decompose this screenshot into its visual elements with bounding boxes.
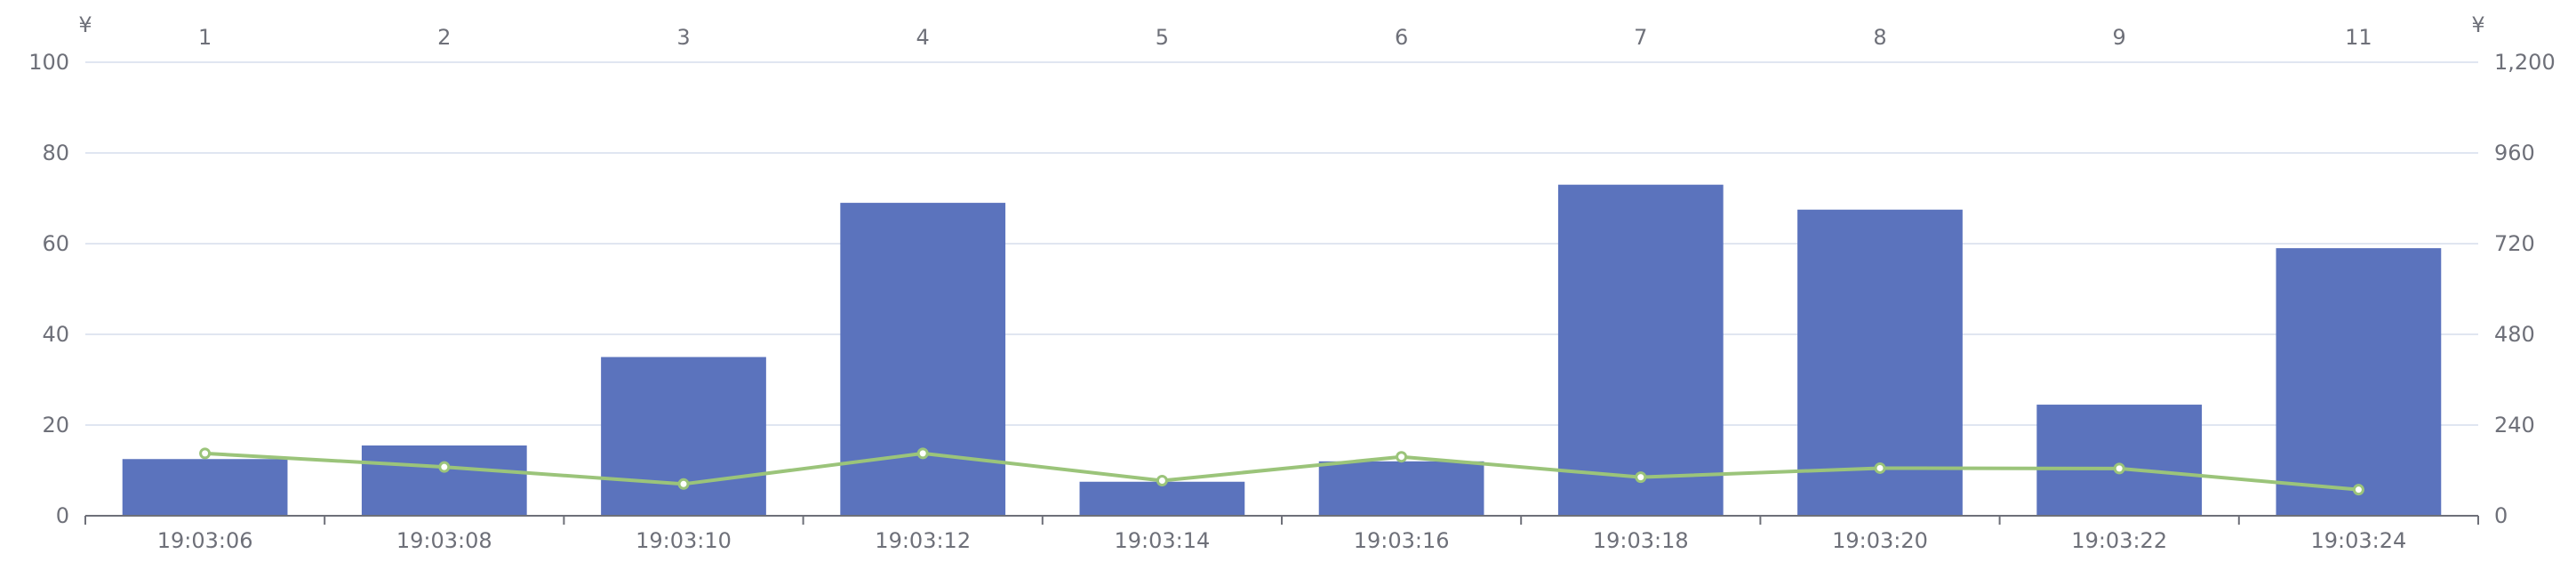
x-axis-tick-label: 19:03:18	[1593, 528, 1689, 553]
line-point	[1396, 451, 1408, 463]
x-axis-tick-label: 19:03:20	[1832, 528, 1928, 553]
line-point	[1635, 471, 1647, 484]
right-axis-tick-label: 480	[2494, 322, 2535, 347]
line-point	[1156, 474, 1168, 486]
top-category-label: 6	[1395, 25, 1408, 50]
left-axis-tick-label: 60	[42, 231, 69, 256]
x-axis-tick-label: 19:03:08	[396, 528, 492, 553]
bar	[840, 203, 1006, 516]
bar-series	[122, 184, 2442, 516]
top-category-label: 5	[1156, 25, 1169, 50]
left-axis-tick-label: 80	[42, 140, 69, 165]
x-axis-tick-label: 19:03:12	[875, 528, 971, 553]
line-series	[199, 447, 2364, 496]
top-category-label: 8	[1873, 25, 1886, 50]
tick-labels: 0 20 40 60 80 100 0 240 480 720 960 1,200 ¥ ¥1 2 3 4 5 6 7 8…	[28, 12, 2556, 553]
right-axis-tick-label: 240	[2494, 413, 2535, 438]
x-axis-tick-label: 19:03:16	[1354, 528, 1450, 553]
bar	[1079, 481, 1245, 516]
bar	[361, 445, 527, 516]
right-axis-unit: ¥	[2471, 12, 2484, 37]
left-axis-tick-label: 40	[42, 322, 69, 347]
right-axis-tick-label: 960	[2494, 140, 2535, 165]
grid-lines	[85, 61, 2478, 426]
line-point	[438, 461, 451, 473]
line-point	[677, 478, 690, 490]
line-point	[916, 447, 929, 460]
axes	[84, 515, 2479, 525]
top-category-label: 3	[676, 25, 690, 50]
top-category-label: 9	[2113, 25, 2126, 50]
x-axis-tick-label: 19:03:22	[2071, 528, 2167, 553]
top-category-label: 7	[1634, 25, 1647, 50]
x-axis-tick-label: 19:03:24	[2311, 528, 2407, 553]
line-point	[199, 447, 212, 460]
bar	[1318, 461, 1484, 516]
line-path	[204, 451, 2359, 492]
left-axis-unit: ¥	[78, 12, 92, 37]
top-category-label: 2	[437, 25, 451, 50]
left-axis-tick-label: 100	[28, 50, 69, 75]
x-axis-tick-label: 19:03:14	[1115, 528, 1211, 553]
bar	[601, 357, 766, 516]
right-axis-tick-label: 1,200	[2494, 50, 2556, 75]
x-axis-tick-label: 19:03:06	[157, 528, 253, 553]
line-point	[1874, 462, 1886, 474]
line-point	[2352, 484, 2364, 496]
bar	[2036, 405, 2203, 516]
left-axis-tick-label: 20	[42, 413, 69, 438]
bar	[1557, 184, 1724, 516]
bar	[2276, 248, 2442, 516]
left-axis-tick-label: 0	[56, 503, 69, 528]
line-point	[2113, 462, 2125, 475]
top-category-label: 1	[198, 25, 212, 50]
right-axis-tick-label: 0	[2494, 503, 2508, 528]
top-category-label: 11	[2345, 25, 2372, 50]
top-category-label: 4	[916, 25, 930, 50]
bar	[122, 459, 288, 516]
right-axis-tick-label: 720	[2494, 231, 2535, 256]
x-axis-tick-label: 19:03:10	[636, 528, 732, 553]
